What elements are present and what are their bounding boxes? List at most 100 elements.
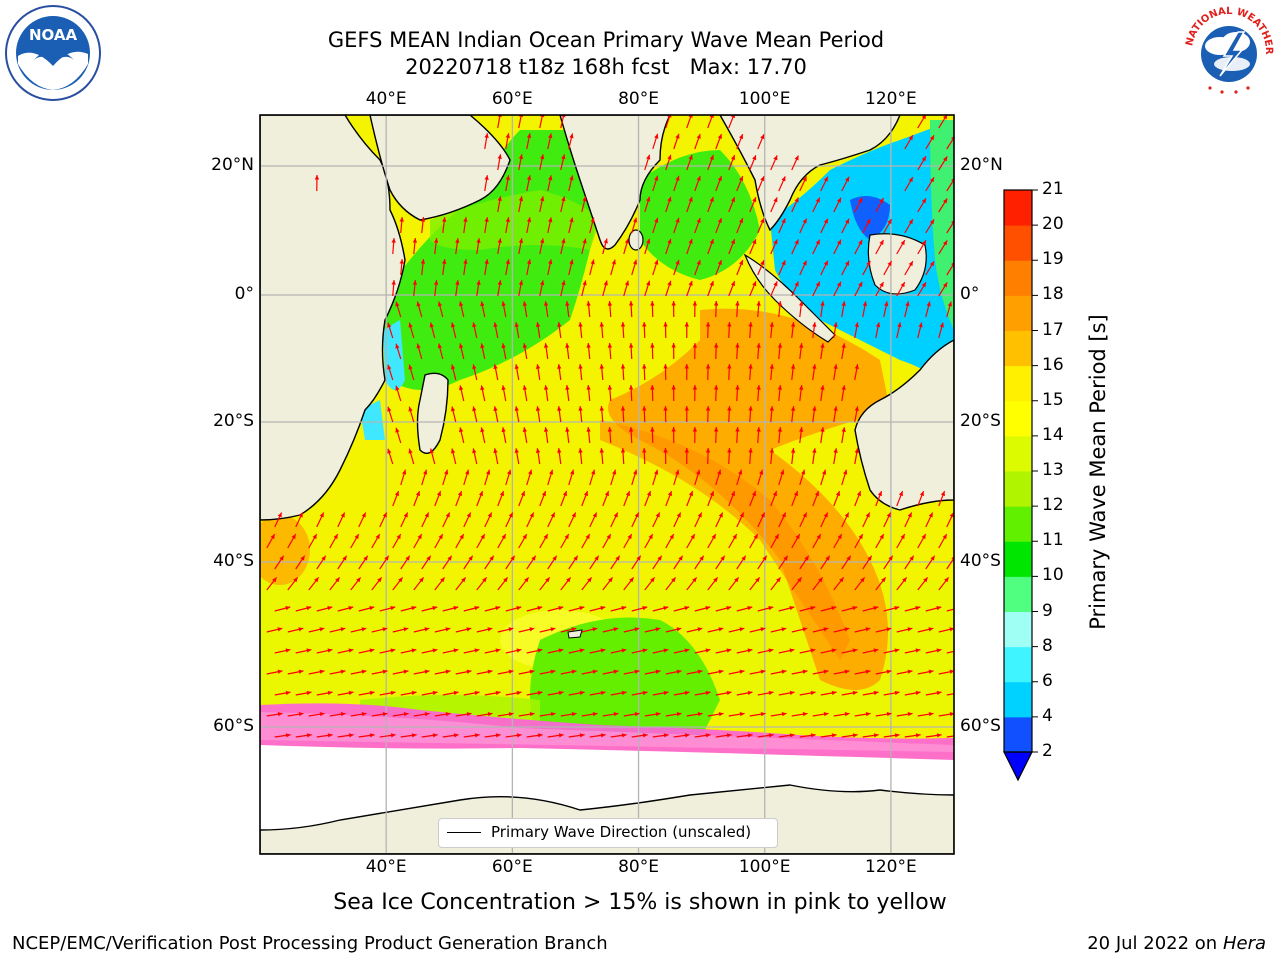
direction-arrow	[463, 217, 468, 234]
direction-arrow	[337, 690, 354, 696]
direction-arrow	[715, 217, 723, 234]
direction-arrow	[812, 239, 821, 255]
direction-arrow	[480, 385, 486, 402]
direction-arrow	[581, 577, 593, 591]
left-tick-0: 20°N	[211, 155, 254, 175]
direction-arrow	[442, 555, 453, 570]
left-tick-4: 60°S	[213, 716, 254, 736]
direction-arrow	[694, 512, 703, 528]
direction-arrow	[749, 280, 757, 297]
direction-arrow	[543, 301, 549, 318]
direction-arrow	[728, 238, 736, 255]
direction-arrow	[820, 648, 837, 654]
direction-arrow	[707, 712, 724, 717]
direction-arrow	[400, 606, 417, 612]
direction-arrow	[416, 343, 423, 360]
direction-arrow	[514, 406, 520, 423]
direction-arrow	[812, 712, 829, 717]
direction-arrow	[476, 238, 481, 255]
direction-arrow	[790, 448, 796, 465]
india-land	[559, 115, 671, 250]
direction-arrow	[602, 280, 608, 297]
direction-arrow	[581, 627, 598, 633]
direction-arrow	[938, 712, 954, 717]
direction-arrow	[756, 301, 761, 318]
direction-arrow	[749, 154, 757, 171]
direction-arrow	[421, 733, 438, 738]
direction-arrow	[671, 384, 676, 402]
direction-arrow	[295, 555, 306, 570]
direction-arrow	[547, 133, 553, 150]
direction-arrow	[644, 154, 651, 171]
direction-arrow	[589, 512, 598, 528]
direction-arrow	[568, 512, 577, 528]
direction-arrow	[518, 238, 524, 255]
direction-arrow	[287, 533, 297, 549]
direction-arrow	[463, 606, 480, 612]
direction-arrow	[854, 239, 863, 255]
direction-arrow	[392, 533, 402, 549]
direction-arrow	[896, 490, 904, 507]
direction-arrow	[387, 322, 394, 339]
direction-arrow	[833, 197, 842, 213]
direction-arrow	[883, 218, 893, 234]
direction-arrow	[399, 217, 404, 234]
direction-arrow	[266, 627, 283, 633]
direction-arrow	[854, 322, 859, 339]
direction-arrow	[707, 196, 714, 213]
direction-arrow	[505, 469, 512, 486]
direction-arrow	[412, 280, 418, 297]
direction-arrow	[938, 115, 948, 129]
direction-arrow	[904, 512, 913, 528]
direction-arrow	[917, 669, 934, 675]
direction-arrow	[429, 448, 436, 465]
direction-arrow	[686, 490, 694, 507]
direction-arrow	[812, 364, 817, 381]
direction-arrow	[778, 555, 789, 570]
colorbar-tick-4: 9	[1042, 600, 1053, 621]
direction-arrow	[791, 533, 801, 549]
direction-arrow	[749, 238, 757, 255]
direction-arrow	[938, 282, 948, 297]
direction-arrow	[358, 733, 375, 738]
colorbar-tick-6: 11	[1042, 530, 1064, 551]
direction-arrow	[938, 156, 948, 171]
direction-arrow	[578, 406, 583, 423]
direction-arrow	[757, 648, 774, 654]
direction-arrow	[694, 259, 701, 276]
direction-arrow	[684, 363, 689, 381]
direction-arrow	[589, 259, 595, 276]
direction-arrow	[400, 690, 417, 696]
direction-arrow	[337, 606, 354, 612]
direction-arrow	[778, 648, 795, 654]
direction-arrow	[770, 490, 778, 507]
direction-arrow	[820, 606, 837, 612]
direction-arrow	[692, 384, 698, 402]
direction-arrow	[938, 322, 944, 339]
direction-arrow	[799, 218, 808, 234]
direction-arrow	[484, 606, 501, 612]
direction-arrow	[841, 733, 858, 738]
direction-arrow	[395, 301, 402, 318]
direction-arrow	[295, 512, 304, 528]
direction-arrow	[799, 555, 810, 570]
right-tick-0: 20°N	[960, 155, 1003, 175]
direction-arrow	[917, 577, 929, 591]
direction-arrow	[476, 712, 493, 717]
direction-arrow	[705, 405, 711, 423]
direction-arrow	[820, 512, 829, 528]
direction-arrow	[497, 669, 514, 675]
direction-arrow	[539, 669, 556, 675]
direction-arrow	[602, 533, 612, 549]
direction-arrow	[476, 669, 493, 675]
direction-arrow	[610, 259, 616, 276]
direction-arrow	[480, 343, 486, 360]
direction-arrow	[476, 577, 488, 591]
direction-arrow	[442, 690, 459, 696]
footer-machine: Hera	[1222, 933, 1266, 954]
direction-arrow	[715, 606, 732, 612]
direction-arrow	[539, 577, 551, 591]
direction-arrow	[535, 364, 541, 381]
direction-arrow	[623, 712, 640, 717]
direction-arrow	[442, 217, 447, 234]
